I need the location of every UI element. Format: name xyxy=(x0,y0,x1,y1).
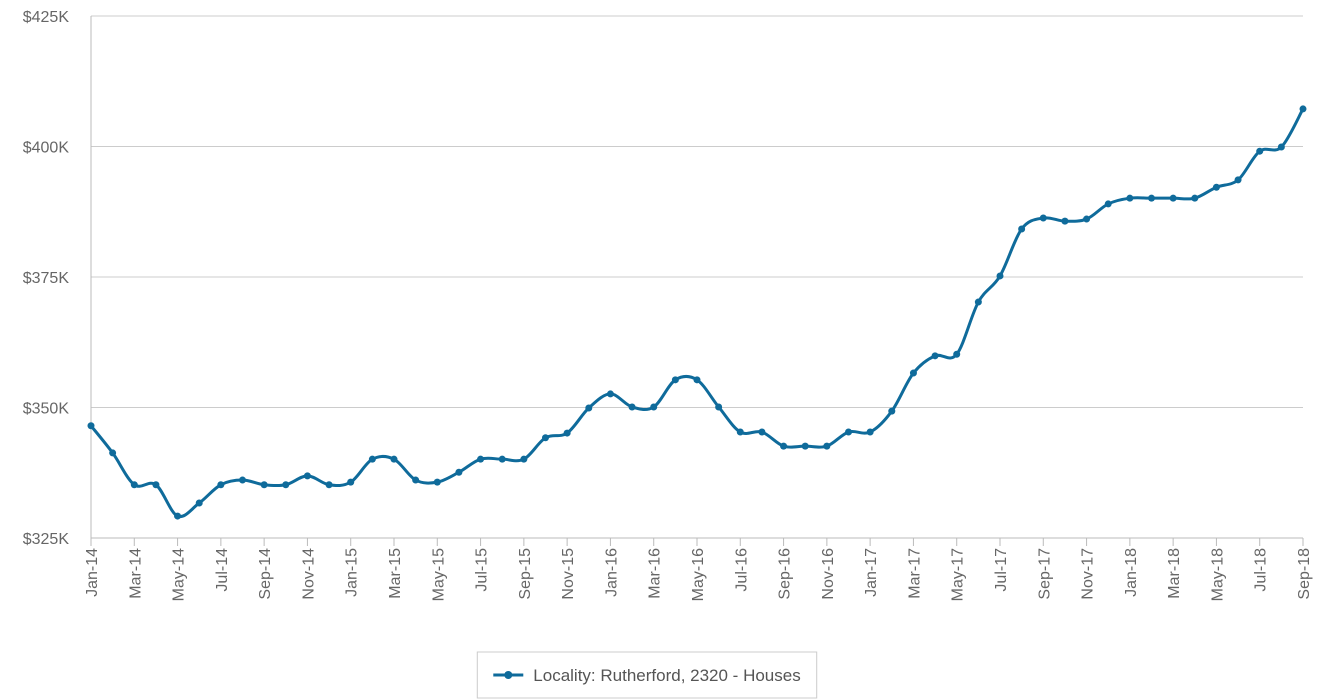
line xyxy=(89,108,1305,519)
x-tick-label: May-15 xyxy=(430,548,447,601)
point xyxy=(628,403,636,411)
point xyxy=(217,481,225,489)
point xyxy=(412,476,420,484)
point xyxy=(1148,194,1155,202)
point xyxy=(1169,194,1177,202)
point xyxy=(1234,176,1242,184)
x-tick-label: Mar-14 xyxy=(127,548,144,599)
x-tick-label: May-17 xyxy=(950,548,967,601)
point xyxy=(455,468,463,476)
x-tick-label: May-14 xyxy=(171,548,188,601)
point xyxy=(801,442,809,450)
point xyxy=(347,478,355,486)
x-tick-label: Sep-18 xyxy=(1296,548,1313,600)
x-tick-label: Jul-16 xyxy=(733,548,750,592)
point xyxy=(1083,215,1091,223)
point xyxy=(1126,194,1134,202)
point xyxy=(909,369,917,377)
point xyxy=(368,455,376,463)
x-tick-label: Nov-14 xyxy=(300,548,317,600)
point xyxy=(931,352,939,360)
point xyxy=(1039,214,1047,222)
point xyxy=(130,481,138,489)
point xyxy=(693,376,701,384)
x-tick-label: Jul-14 xyxy=(214,548,231,592)
point xyxy=(736,428,744,436)
point xyxy=(1212,183,1220,191)
point xyxy=(542,434,549,442)
y-tick-label: $325K xyxy=(23,531,70,548)
x-tick-label: Sep-15 xyxy=(517,548,534,600)
point xyxy=(671,376,679,384)
point xyxy=(758,428,766,436)
point xyxy=(606,390,614,398)
point xyxy=(780,442,788,450)
point xyxy=(239,476,246,484)
x-tick-label: Mar-18 xyxy=(1166,548,1183,599)
point xyxy=(1104,200,1112,208)
point xyxy=(174,512,182,520)
x-tick-label: May-16 xyxy=(690,548,707,601)
x-tick-label: Sep-16 xyxy=(777,548,794,600)
point xyxy=(520,455,528,463)
point xyxy=(823,442,831,450)
y-tick-label: $350K xyxy=(23,401,70,418)
point xyxy=(303,472,311,480)
x-tick-label: Jul-15 xyxy=(474,548,491,592)
x-tick-label: Nov-17 xyxy=(1080,548,1097,600)
point xyxy=(1256,147,1264,155)
point xyxy=(390,455,398,463)
point xyxy=(477,455,485,463)
x-tick-label: Jan-14 xyxy=(84,548,101,597)
point xyxy=(282,481,290,489)
x-tick-label: Mar-15 xyxy=(387,548,404,599)
x-tick-label: May-18 xyxy=(1209,548,1226,601)
x-tick-label: Nov-16 xyxy=(820,548,837,600)
point xyxy=(888,407,896,415)
point xyxy=(1299,105,1307,113)
x-tick-label: Sep-17 xyxy=(1036,548,1053,600)
point xyxy=(1061,217,1069,225)
x-tick-label: Jul-18 xyxy=(1253,548,1270,592)
legend-box xyxy=(476,651,818,699)
point xyxy=(715,403,723,411)
point xyxy=(585,404,593,412)
point xyxy=(1277,143,1285,151)
point xyxy=(953,350,961,358)
legend-marker xyxy=(504,671,513,679)
x-tick-label: Sep-14 xyxy=(257,548,274,600)
x-tick-label: Jul-17 xyxy=(993,548,1010,592)
point xyxy=(152,481,160,489)
x-tick-label: Mar-17 xyxy=(906,548,923,599)
point xyxy=(1191,194,1199,202)
legend-label: Locality: Rutherford, 2320 - Houses xyxy=(533,666,800,685)
point xyxy=(498,455,506,463)
point xyxy=(845,428,852,436)
point xyxy=(195,499,203,507)
point xyxy=(866,428,874,436)
x-tick-label: Jan-16 xyxy=(603,548,620,597)
point xyxy=(650,403,658,411)
y-tick-label: $400K xyxy=(23,140,70,157)
point xyxy=(974,298,982,306)
x-tick-label: Jan-15 xyxy=(344,548,361,597)
point xyxy=(325,481,333,489)
point xyxy=(1018,225,1026,233)
x-tick-label: Mar-16 xyxy=(647,548,664,599)
point xyxy=(109,449,117,457)
x-tick-label: Nov-15 xyxy=(560,548,577,600)
point xyxy=(433,478,441,486)
point xyxy=(996,272,1004,280)
x-tick-label: Jan-18 xyxy=(1123,548,1140,597)
x-tick-label: Jan-17 xyxy=(863,548,880,597)
point xyxy=(260,481,268,489)
y-tick-label: $375K xyxy=(23,270,70,287)
point xyxy=(87,422,95,430)
legend: Locality: Rutherford, 2320 - Houses xyxy=(476,651,818,699)
point xyxy=(563,429,571,437)
y-tick-label: $425K xyxy=(23,9,70,26)
